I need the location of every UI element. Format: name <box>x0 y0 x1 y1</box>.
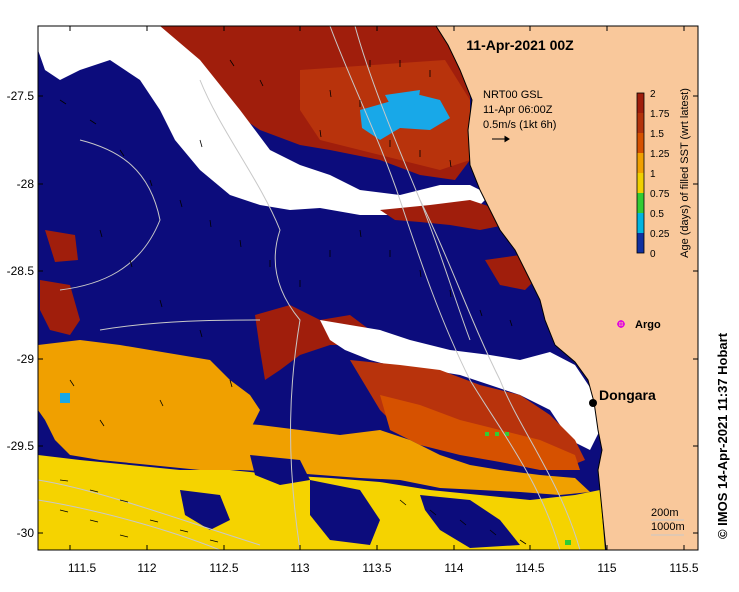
colorbar-label: Age (days) of filled SST (wrt latest) <box>679 88 691 258</box>
green-speck-3 <box>505 432 509 436</box>
sst-region-orange-south <box>200 420 590 495</box>
sst-region-cyan-patch-2 <box>385 90 420 108</box>
sst-region-mid-red <box>380 200 505 230</box>
colorbar-tick-8: 0.25 <box>650 229 670 240</box>
plot-frame <box>37 25 699 551</box>
depth-legend-200m: 200m <box>651 507 679 519</box>
lon-label-3: 112.5 <box>209 561 238 575</box>
lat-label-6: -30 <box>17 526 35 540</box>
map-title: 11-Apr-2021 00Z <box>466 37 574 53</box>
lon-label-8: 115 <box>597 561 616 575</box>
current-info-line1: NRT00 GSL <box>483 89 543 101</box>
green-speck-4 <box>565 540 571 545</box>
lon-label-1: 111.5 <box>68 561 97 575</box>
dongara-marker <box>589 399 597 407</box>
lon-label-5: 113.5 <box>362 561 391 575</box>
lat-label-3: -28.5 <box>7 264 35 278</box>
lon-label-6: 114 <box>444 561 463 575</box>
cyan-speck-1 <box>60 393 70 403</box>
sst-region-south-orange-1 <box>380 395 580 470</box>
colorbar-tick-9: 0 <box>650 249 656 260</box>
argo-label: Argo <box>635 319 661 331</box>
colorbar-tick-7: 0.5 <box>650 209 664 220</box>
current-info-line2: 11-Apr 06:00Z <box>483 104 553 116</box>
current-info-line3: 0.5m/s (1kt 6h) <box>483 119 556 131</box>
lat-label-5: -29.5 <box>7 439 35 453</box>
navy-intrusion-1 <box>180 490 230 530</box>
colorbar-tick-3: 1.5 <box>650 129 664 140</box>
cloud-band-north <box>38 26 490 215</box>
colorbar-tick-5: 1 <box>650 169 656 180</box>
lon-axis <box>69 26 685 550</box>
lon-label-9: 115.5 <box>669 561 698 575</box>
plot-area <box>38 26 698 550</box>
lat-label-1: -27.5 <box>7 89 35 103</box>
lon-label-7: 114.5 <box>515 561 544 575</box>
sst-region-orange-west <box>38 340 340 470</box>
green-speck-2 <box>495 432 499 436</box>
sst-region-red-patch-2 <box>40 280 80 335</box>
navy-intrusion-4 <box>250 455 310 485</box>
argo-float-marker <box>617 320 625 328</box>
current-vectors <box>59 59 527 545</box>
colorbar <box>636 92 645 254</box>
green-speck-1 <box>485 432 489 436</box>
depth-contours <box>38 26 581 550</box>
lon-label-2: 112 <box>137 561 156 575</box>
dongara-label: Dongara <box>599 387 656 403</box>
colorbar-tick-1: 2 <box>650 89 656 100</box>
navy-intrusion-2 <box>310 480 380 545</box>
lat-label-2: -28 <box>17 177 35 191</box>
current-scale-arrow <box>492 135 510 143</box>
credit-text: © IMOS 14-Apr-2021 11:37 Hobart <box>715 332 730 539</box>
cloud-west <box>130 40 180 75</box>
depth-legend-1000m: 1000m <box>651 521 685 533</box>
cloud-band-central <box>320 320 600 450</box>
colorbar-tick-2: 1.75 <box>650 109 670 120</box>
lat-label-4: -29 <box>17 352 35 366</box>
colorbar-tick-6: 0.75 <box>650 189 670 200</box>
navy-intrusion-3 <box>420 495 520 548</box>
colorbar-tick-4: 1.25 <box>650 149 670 160</box>
lat-axis <box>38 95 698 534</box>
sst-region-red-patch-3 <box>45 230 78 262</box>
lon-label-4: 113 <box>290 561 309 575</box>
land-western-australia <box>435 26 698 550</box>
